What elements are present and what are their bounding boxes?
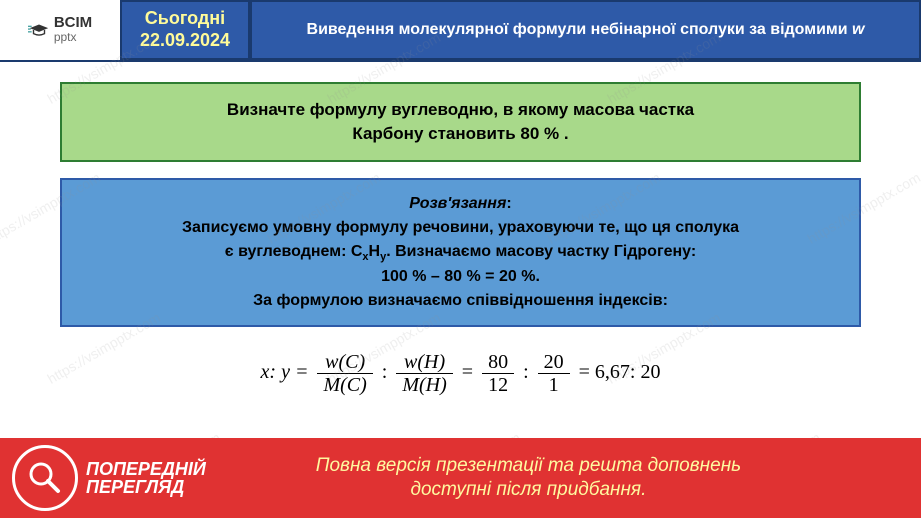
preview-line2: ПЕРЕГЛЯД bbox=[86, 478, 206, 496]
solution-line1: Записуємо умовну формулу речовини, урахо… bbox=[80, 216, 841, 240]
sol-l2-mid: H bbox=[369, 243, 381, 260]
content-area: Визначте формулу вуглеводню, в якому мас… bbox=[0, 62, 921, 414]
sol-l2-post: . Визначаємо масову частку Гідрогену: bbox=[386, 243, 696, 260]
frac4: 20 1 bbox=[538, 351, 570, 396]
slide-title: Виведення молекулярної формули небінарно… bbox=[250, 0, 921, 60]
slide: https://vsimpptx.com https://vsimpptx.co… bbox=[0, 0, 921, 518]
solution-line3: 100 % – 80 % = 20 %. bbox=[80, 265, 841, 289]
formula-rhs: = 6,67: 20 bbox=[579, 361, 661, 383]
preview-line1: ПОПЕРЕДНІЙ bbox=[86, 460, 206, 478]
frac3-den: 12 bbox=[482, 374, 514, 396]
date-box: Сьогодні 22.09.2024 bbox=[120, 0, 250, 60]
formula-eq1: = bbox=[462, 361, 478, 383]
magnifier-badge bbox=[12, 445, 78, 511]
frac1-den: M(C) bbox=[317, 374, 372, 396]
frac1-num: w(C) bbox=[317, 351, 372, 374]
date-value: 22.09.2024 bbox=[140, 30, 230, 52]
frac1: w(C) M(C) bbox=[317, 351, 372, 396]
header: BCIM pptx Сьогодні 22.09.2024 Виведення … bbox=[0, 0, 921, 62]
footer-message: Повна версія презентації та решта доповн… bbox=[226, 454, 921, 502]
formula-colon2: : bbox=[523, 361, 529, 383]
footer-msg-line2: доступні після придбання. bbox=[226, 478, 831, 502]
footer-msg-line1: Повна версія презентації та решта доповн… bbox=[226, 454, 831, 478]
solution-heading: Розв'язання bbox=[409, 195, 506, 212]
sol-l2-pre: є вуглеводнем: C bbox=[225, 243, 363, 260]
solution-line4: За формулою визначаємо співвідношення ін… bbox=[80, 289, 841, 313]
frac4-den: 1 bbox=[538, 374, 570, 396]
solution-colon: : bbox=[506, 195, 511, 212]
problem-line2: Карбону становить 80 % . bbox=[86, 122, 835, 146]
date-label: Сьогодні bbox=[145, 8, 225, 30]
frac3: 80 12 bbox=[482, 351, 514, 396]
solution-box: Розв'язання: Записуємо умовну формулу ре… bbox=[60, 178, 861, 328]
logo-sub: pptx bbox=[54, 30, 92, 44]
graduation-cap-icon bbox=[28, 22, 50, 38]
problem-box: Визначте формулу вуглеводню, в якому мас… bbox=[60, 82, 861, 162]
magnifier-icon bbox=[26, 459, 64, 497]
formula-lhs: x: y = bbox=[261, 361, 314, 383]
logo-box: BCIM pptx bbox=[0, 0, 120, 60]
title-text: Виведення молекулярної формули небінарно… bbox=[307, 21, 853, 38]
formula: x: y = w(C) M(C) : w(H) M(H) = 80 12 : 2… bbox=[60, 343, 861, 404]
formula-colon1: : bbox=[382, 361, 388, 383]
problem-line1: Визначте формулу вуглеводню, в якому мас… bbox=[86, 98, 835, 122]
solution-line2: є вуглеводнем: CxHy. Визначаємо масову ч… bbox=[80, 240, 841, 266]
footer-banner: ПОПЕРЕДНІЙ ПЕРЕГЛЯД Повна версія презент… bbox=[0, 438, 921, 518]
preview-label: ПОПЕРЕДНІЙ ПЕРЕГЛЯД bbox=[86, 460, 206, 496]
title-italic: w bbox=[852, 21, 864, 38]
frac4-num: 20 bbox=[538, 351, 570, 374]
logo-brand: BCIM bbox=[54, 16, 92, 30]
frac3-num: 80 bbox=[482, 351, 514, 374]
frac2-num: w(H) bbox=[396, 351, 452, 374]
frac2-den: M(H) bbox=[396, 374, 452, 396]
frac2: w(H) M(H) bbox=[396, 351, 452, 396]
